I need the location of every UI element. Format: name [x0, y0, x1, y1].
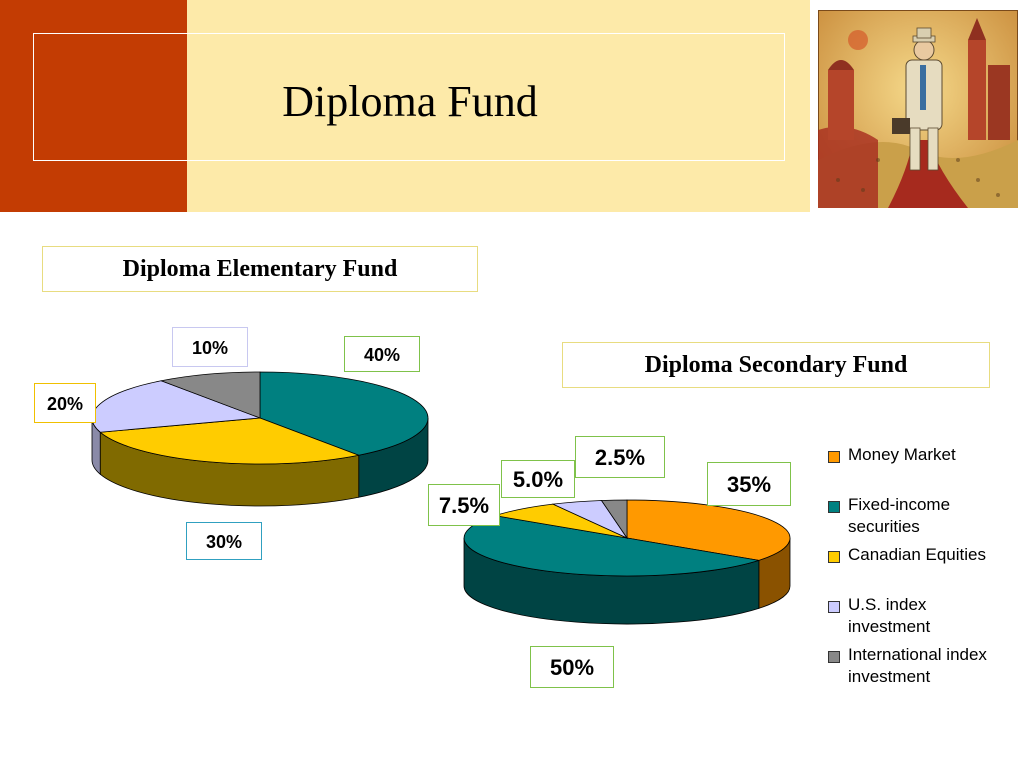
legend-swatch-canadian-equities — [828, 551, 840, 563]
secondary-label-international: 2.5% — [575, 436, 665, 478]
elementary-slice-us-index — [91, 380, 261, 433]
secondary-slice-money-market — [626, 499, 791, 561]
elementary-label-international: 10% — [172, 327, 248, 367]
legend-swatch-international — [828, 651, 840, 663]
elementary-label-fixed-income: 40% — [344, 336, 420, 372]
legend-label: Canadian Equities — [848, 545, 986, 564]
legend-item-canadian-equities: Canadian Equities — [828, 544, 986, 566]
legend-swatch-fixed-income — [828, 501, 840, 513]
header-red-block — [0, 0, 188, 212]
secondary-slice-international — [600, 499, 628, 540]
secondary-slice-fixed-income — [463, 515, 759, 577]
secondary-label-canadian-equities: 7.5% — [428, 484, 500, 526]
slide-title: Diploma Fund — [282, 77, 538, 126]
elementary-slice-international — [159, 371, 261, 419]
legend-label: Fixed-income securities — [848, 495, 951, 536]
legend-swatch-us-index — [828, 601, 840, 613]
elementary-label-us-index: 20% — [34, 383, 96, 423]
elementary-fund-title: Diploma Elementary Fund — [42, 246, 478, 292]
elementary-slice-fixed-income — [259, 371, 429, 456]
header-divider — [187, 0, 190, 212]
legend-label: International index investment — [848, 645, 987, 686]
legend-label: Money Market — [848, 445, 956, 464]
businessman-painting-image — [818, 10, 1018, 208]
secondary-fund-title: Diploma Secondary Fund — [562, 342, 990, 388]
secondary-label-money-market: 35% — [707, 462, 791, 506]
secondary-label-us-index: 5.0% — [501, 460, 575, 498]
header-frame — [33, 33, 785, 161]
legend-item-international: International index investment — [828, 644, 1018, 688]
legend-item-us-index: U.S. index investment — [828, 594, 968, 638]
elementary-slice-canadian-equities — [99, 417, 361, 465]
secondary-label-fixed-income: 50% — [530, 646, 614, 688]
elementary-label-canadian-equities: 30% — [186, 522, 262, 560]
legend-label: U.S. index investment — [848, 595, 931, 636]
header-cream-block — [190, 0, 810, 212]
legend-item-money-market: Money Market — [828, 444, 956, 466]
legend-swatch-money-market — [828, 451, 840, 463]
legend-item-fixed-income: Fixed-income securities — [828, 494, 998, 538]
